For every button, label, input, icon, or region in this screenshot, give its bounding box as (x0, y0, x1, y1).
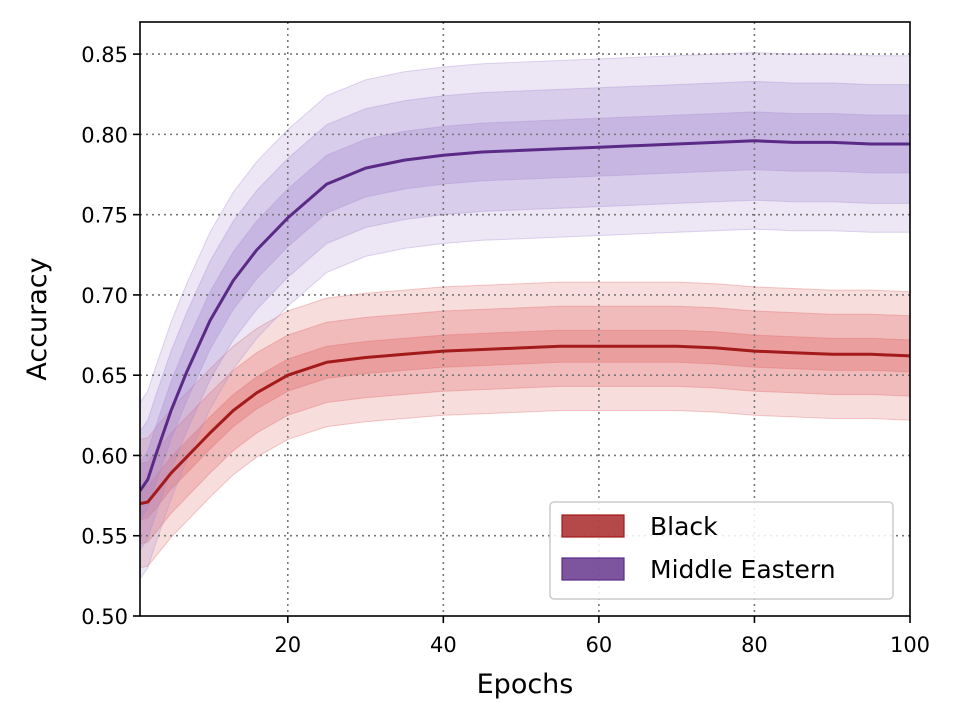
y-tick-label: 0.50 (81, 605, 128, 629)
series-line-middle-eastern (140, 139, 910, 492)
legend: Black Middle Eastern (549, 501, 894, 600)
band-black-1 (140, 281, 910, 569)
band-middle-eastern-1 (140, 51, 910, 580)
band-middle-eastern-2 (140, 80, 910, 552)
legend-box (549, 501, 894, 600)
x-tick-label: 40 (430, 633, 457, 657)
legend-label: Black (650, 512, 718, 541)
band-middle-eastern-3 (140, 111, 910, 521)
grid-lines (140, 22, 910, 616)
band-black-3 (140, 329, 910, 521)
series-line-black (140, 344, 910, 506)
x-axis-label: Epochs (477, 669, 574, 700)
band-black-2 (140, 305, 910, 545)
x-tick-label: 60 (586, 633, 613, 657)
y-axis-label: Accuracy (22, 257, 53, 380)
y-tick-label: 0.55 (81, 525, 128, 549)
axes-frame (139, 21, 911, 617)
x-tick-label: 100 (890, 633, 930, 657)
x-tick-label: 80 (741, 633, 768, 657)
y-tick-label: 0.65 (81, 364, 128, 388)
series-lines (140, 139, 910, 506)
y-tick-label: 0.60 (81, 444, 128, 468)
legend-swatch (561, 514, 625, 538)
axis-ticks: 20 40 60 80 100 0.50 0.55 0.60 0.65 0.70 0.75 0.80 0… (81, 43, 930, 657)
y-tick-label: 0.80 (81, 123, 128, 147)
confidence-bands (140, 51, 910, 580)
legend-swatch (561, 557, 625, 581)
y-tick-label: 0.70 (81, 284, 128, 308)
y-tick-label: 0.85 (81, 43, 128, 67)
x-tick-label: 20 (274, 633, 301, 657)
plot-frame (139, 21, 911, 617)
legend-label: Middle Eastern (650, 555, 836, 584)
y-tick-label: 0.75 (81, 204, 128, 228)
